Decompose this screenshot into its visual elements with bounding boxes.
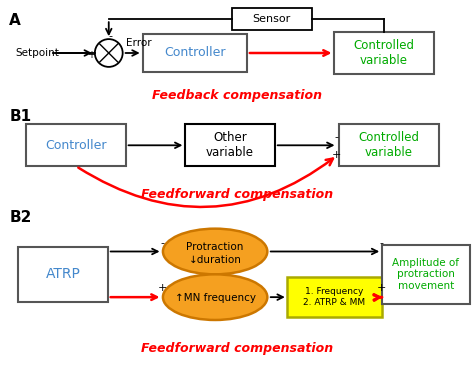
Text: ↑MN frequency: ↑MN frequency	[174, 293, 255, 303]
Text: A: A	[9, 13, 21, 28]
Text: -: -	[379, 238, 383, 249]
Text: 1. Frequency
2. ATRP & MM: 1. Frequency 2. ATRP & MM	[303, 287, 365, 307]
Ellipse shape	[163, 229, 267, 274]
Text: +: +	[332, 150, 341, 160]
Text: Controller: Controller	[45, 139, 107, 152]
Text: Amplitude of
protraction
movement: Amplitude of protraction movement	[392, 258, 459, 291]
Text: B1: B1	[9, 108, 31, 124]
Text: Protraction: Protraction	[186, 242, 244, 252]
FancyBboxPatch shape	[335, 32, 434, 74]
Text: -: -	[109, 31, 113, 41]
Text: ATRP: ATRP	[46, 267, 81, 281]
FancyBboxPatch shape	[143, 34, 247, 72]
Text: ↓duration: ↓duration	[189, 255, 242, 265]
FancyBboxPatch shape	[185, 124, 275, 166]
Text: +: +	[376, 283, 386, 293]
Text: Feedforward compensation: Feedforward compensation	[141, 189, 333, 201]
Ellipse shape	[163, 274, 267, 320]
Text: Setpoint: Setpoint	[15, 48, 59, 58]
Text: Other
variable: Other variable	[206, 131, 254, 159]
FancyBboxPatch shape	[382, 245, 470, 304]
Text: Controlled
variable: Controlled variable	[354, 39, 415, 67]
FancyBboxPatch shape	[232, 8, 311, 30]
Text: Controller: Controller	[164, 46, 226, 59]
FancyBboxPatch shape	[18, 247, 108, 301]
Text: +: +	[87, 50, 95, 60]
FancyBboxPatch shape	[339, 124, 439, 166]
Text: Controlled
variable: Controlled variable	[359, 131, 419, 159]
FancyBboxPatch shape	[287, 277, 382, 317]
Text: Feedforward compensation: Feedforward compensation	[141, 342, 333, 355]
Text: -: -	[335, 132, 338, 142]
Text: B2: B2	[9, 210, 32, 225]
FancyBboxPatch shape	[26, 124, 126, 166]
Text: Sensor: Sensor	[253, 14, 291, 24]
Text: +: +	[158, 283, 167, 293]
Text: Feedback compensation: Feedback compensation	[152, 89, 322, 102]
Text: Error: Error	[126, 38, 151, 48]
Text: -: -	[160, 238, 164, 249]
